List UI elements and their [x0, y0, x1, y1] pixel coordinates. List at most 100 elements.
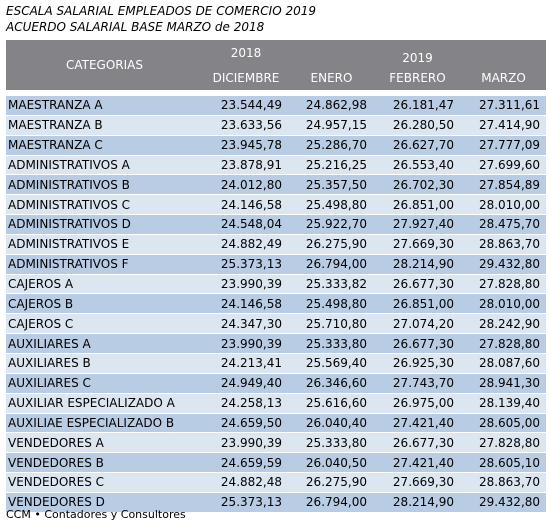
salary-cell: 23.945,78 — [203, 135, 289, 156]
salary-cell: 26.702,30 — [374, 174, 461, 196]
salary-cell: 26.925,30 — [374, 353, 461, 374]
salary-cell: 24.882,49 — [203, 234, 289, 255]
salary-cell: 29.432,80 — [461, 492, 547, 513]
category-cell: VENDEDORES B — [6, 452, 203, 474]
table-row: AUXILIARES C 24.949,40 26.346,60 27.743,70 2… — [6, 373, 547, 394]
title-line-1: ESCALA SALARIAL EMPLEADOS DE COMERCIO 20… — [6, 4, 317, 18]
table-row: AUXILIARES B 24.213,41 25.569,40 26.925,30 2… — [6, 353, 547, 374]
salary-cell: 28.863,70 — [461, 472, 547, 493]
category-cell: VENDEDORES A — [6, 432, 203, 454]
salary-cell: 28.087,60 — [461, 353, 547, 374]
salary-cell: 27.421,40 — [374, 413, 461, 434]
salary-cell: 24.882,48 — [203, 472, 289, 493]
salary-cell: 24.949,40 — [203, 373, 289, 394]
salary-cell: 24.146,58 — [203, 293, 289, 315]
salary-cell: 26.181,47 — [374, 96, 461, 116]
salary-cell: 25.357,50 — [289, 174, 374, 196]
salary-cell: 24.659,50 — [203, 413, 289, 434]
title-line-2: ACUERDO SALARIAL BASE MARZO de 2018 — [6, 20, 265, 34]
salary-cell: 28.605,10 — [461, 452, 547, 474]
category-cell: AUXILIAE ESPECIALIZADO B — [6, 413, 203, 434]
salary-cell: 25.333,82 — [289, 274, 374, 295]
salary-cell: 28.242,90 — [461, 313, 547, 335]
salary-cell: 28.605,00 — [461, 413, 547, 434]
table-row: ADMINISTRATIVOS C 24.146,58 25.498,80 26.85… — [6, 194, 547, 216]
salary-cell: 24.659,59 — [203, 452, 289, 474]
salary-cell: 27.669,30 — [374, 234, 461, 255]
category-cell: ADMINISTRATIVOS E — [6, 234, 203, 255]
header-year-2018: 2018 — [203, 40, 289, 66]
table-body: MAESTRANZA A 23.544,49 24.862,98 26.181,47 2… — [6, 96, 547, 513]
salary-cell: 25.498,80 — [289, 194, 374, 216]
salary-cell: 26.346,60 — [289, 373, 374, 394]
salary-cell: 24.957,15 — [289, 115, 374, 136]
table-row: CAJEROS B 24.146,58 25.498,80 26.851,00 28.0… — [6, 293, 547, 315]
table-header: CATEGORIAS 2018 2019 DICIEMBRE ENERO FEB… — [6, 40, 547, 96]
category-cell: CAJEROS B — [6, 293, 203, 315]
salary-cell: 23.990,39 — [203, 333, 289, 354]
salary-cell: 26.280,50 — [374, 115, 461, 136]
category-cell: VENDEDORES C — [6, 472, 203, 493]
salary-cell: 29.432,80 — [461, 254, 547, 275]
footer-credit: CCM • Contadores y Consultores — [6, 508, 186, 521]
header-year-2019: 2019 — [289, 40, 547, 66]
category-cell: AUXILIAR ESPECIALIZADO A — [6, 393, 203, 414]
salary-cell: 26.553,40 — [374, 155, 461, 176]
table-row: MAESTRANZA B 23.633,56 24.957,15 26.280,50 2… — [6, 115, 547, 136]
category-cell: CAJEROS C — [6, 313, 203, 335]
salary-cell: 25.569,40 — [289, 353, 374, 374]
salary-cell: 25.216,25 — [289, 155, 374, 176]
salary-cell: 26.851,00 — [374, 194, 461, 216]
salary-cell: 27.828,80 — [461, 274, 547, 295]
salary-cell: 26.627,70 — [374, 135, 461, 156]
table-row: ADMINISTRATIVOS E 24.882,49 26.275,90 27.66… — [6, 234, 547, 255]
salary-cell: 28.214,90 — [374, 254, 461, 275]
salary-cell: 27.074,20 — [374, 313, 461, 335]
category-cell: ADMINISTRATIVOS B — [6, 174, 203, 196]
category-cell: MAESTRANZA A — [6, 96, 203, 116]
salary-cell: 23.633,56 — [203, 115, 289, 136]
salary-cell: 26.275,90 — [289, 234, 374, 255]
category-cell: CAJEROS A — [6, 274, 203, 295]
table-row: VENDEDORES C 24.882,48 26.275,90 27.669,30 2… — [6, 472, 547, 493]
salary-table: CATEGORIAS 2018 2019 DICIEMBRE ENERO FEB… — [6, 40, 547, 513]
salary-cell: 28.863,70 — [461, 234, 547, 255]
category-cell: MAESTRANZA C — [6, 135, 203, 156]
salary-cell: 27.777,09 — [461, 135, 547, 156]
salary-cell: 25.286,70 — [289, 135, 374, 156]
salary-cell: 27.854,89 — [461, 174, 547, 196]
salary-cell: 26.677,30 — [374, 432, 461, 454]
salary-cell: 24.347,30 — [203, 313, 289, 335]
salary-cell: 27.828,80 — [461, 432, 547, 454]
table-row: MAESTRANZA C 23.945,78 25.286,70 26.627,70 2… — [6, 135, 547, 156]
salary-cell: 26.677,30 — [374, 274, 461, 295]
salary-cell: 27.828,80 — [461, 333, 547, 354]
category-cell: MAESTRANZA B — [6, 115, 203, 136]
salary-cell: 25.710,80 — [289, 313, 374, 335]
salary-cell: 24.862,98 — [289, 96, 374, 116]
salary-cell: 27.699,60 — [461, 155, 547, 176]
header-month-enero: ENERO — [289, 66, 374, 90]
salary-cell: 26.677,30 — [374, 333, 461, 354]
table-row: ADMINISTRATIVOS A 23.878,91 25.216,25 26.55… — [6, 155, 547, 176]
salary-cell: 26.851,00 — [374, 293, 461, 315]
salary-cell: 23.990,39 — [203, 432, 289, 454]
header-month-diciembre: DICIEMBRE — [203, 66, 289, 90]
category-cell: ADMINISTRATIVOS F — [6, 254, 203, 275]
salary-cell: 28.214,90 — [374, 492, 461, 513]
salary-cell: 26.794,00 — [289, 254, 374, 275]
table-row: AUXILIAE ESPECIALIZADO B 24.659,50 26.040,… — [6, 413, 547, 434]
salary-cell: 27.743,70 — [374, 373, 461, 394]
salary-cell: 28.010,00 — [461, 194, 547, 216]
table-row: VENDEDORES D 25.373,13 26.794,00 28.214,90 2… — [6, 492, 547, 513]
salary-cell: 25.616,60 — [289, 393, 374, 414]
salary-cell: 27.927,40 — [374, 214, 461, 235]
salary-cell: 25.373,13 — [203, 492, 289, 513]
salary-cell: 27.421,40 — [374, 452, 461, 474]
salary-cell: 23.990,39 — [203, 274, 289, 295]
category-cell: AUXILIARES B — [6, 353, 203, 374]
table-row: ADMINISTRATIVOS F 25.373,13 26.794,00 28.21… — [6, 254, 547, 275]
salary-cell: 28.941,30 — [461, 373, 547, 394]
salary-cell: 24.213,41 — [203, 353, 289, 374]
salary-cell: 24.146,58 — [203, 194, 289, 216]
